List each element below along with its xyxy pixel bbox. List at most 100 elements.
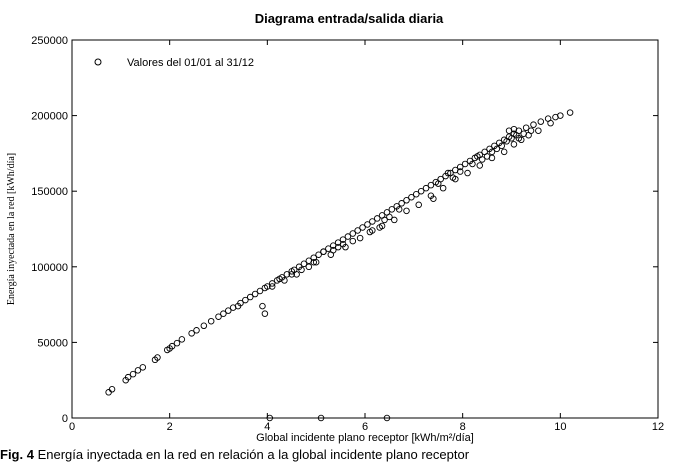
- data-point: [493, 145, 501, 153]
- data-point: [503, 138, 510, 145]
- x-tick-label: 4: [264, 421, 270, 433]
- y-tick-label: 50000: [37, 337, 68, 349]
- data-point: [566, 109, 574, 116]
- x-tick-label: 10: [554, 421, 566, 433]
- data-point: [476, 162, 484, 169]
- data-point: [500, 148, 508, 156]
- data-point: [315, 251, 322, 258]
- data-point: [283, 271, 291, 278]
- data-point: [124, 373, 132, 381]
- data-point: [510, 141, 518, 148]
- data-point: [427, 181, 435, 189]
- legend-label: Valores del 01/01 al 31/12: [127, 57, 254, 69]
- figure-caption: Fig. 4 Energía inyectada en la red en re…: [0, 447, 675, 462]
- data-point: [474, 153, 481, 160]
- scatter-chart: Diagrama entrada/salida diaria 0 2 4 6 8 10 12…: [6, 11, 664, 444]
- legend-marker: [94, 58, 102, 66]
- data-point: [515, 135, 523, 142]
- data-point: [359, 224, 366, 231]
- x-tick-label: 6: [362, 421, 368, 433]
- data-point: [508, 135, 515, 142]
- data-point: [439, 184, 447, 192]
- x-tick-label: 12: [652, 421, 664, 433]
- data-point: [220, 310, 227, 317]
- data-point: [498, 142, 505, 150]
- x-tick-label: 0: [69, 421, 75, 433]
- data-point: [415, 201, 422, 209]
- data-point: [403, 197, 410, 204]
- data-point: [268, 283, 276, 290]
- data-point: [383, 414, 391, 422]
- data-point: [312, 259, 320, 266]
- data-point: [298, 266, 305, 274]
- data-point: [193, 327, 200, 334]
- data-point: [339, 240, 347, 248]
- x-axis-label: Global incidente plano receptor [kWh/m²/…: [256, 432, 474, 444]
- data-point: [188, 330, 195, 337]
- data-points: [105, 109, 574, 422]
- data-point: [537, 118, 545, 125]
- chart-title: Diagrama entrada/salida diaria: [255, 11, 444, 26]
- data-point: [403, 207, 410, 215]
- data-point: [310, 259, 317, 266]
- data-point: [225, 307, 232, 314]
- data-point: [105, 389, 112, 396]
- data-point: [251, 290, 259, 298]
- data-point: [369, 227, 376, 234]
- data-point: [522, 124, 530, 131]
- x-axis: 0 2 4 6 8 10 12: [69, 40, 664, 433]
- data-point: [300, 260, 308, 268]
- data-point: [413, 190, 420, 198]
- data-point: [268, 280, 276, 287]
- data-point: [354, 227, 361, 234]
- data-point: [344, 233, 352, 240]
- y-axis: 0 50000 100000 150000 200000 250000: [31, 35, 658, 425]
- data-point: [207, 317, 215, 325]
- data-point: [547, 119, 554, 127]
- data-point: [364, 221, 371, 228]
- data-point: [264, 283, 271, 290]
- x-tick-label: 2: [167, 421, 173, 433]
- data-point: [256, 287, 264, 295]
- data-point: [234, 302, 242, 310]
- data-point: [320, 248, 327, 255]
- data-point: [168, 342, 176, 350]
- data-point: [339, 236, 347, 243]
- data-point: [510, 125, 518, 133]
- legend: Valores del 01/01 al 31/12: [94, 57, 254, 69]
- data-point: [483, 153, 491, 160]
- data-point: [395, 206, 403, 213]
- data-point: [330, 246, 337, 254]
- data-point: [305, 263, 313, 271]
- caption-text: Energía inyectada en la red en relación …: [33, 447, 470, 462]
- data-point: [408, 193, 415, 201]
- data-point: [386, 213, 393, 221]
- data-point: [461, 160, 469, 168]
- data-point: [535, 127, 542, 134]
- data-point: [388, 206, 396, 213]
- data-point: [139, 364, 147, 371]
- data-point: [435, 180, 442, 187]
- data-point: [464, 169, 471, 177]
- data-point: [488, 148, 496, 156]
- caption-label: Fig. 4: [0, 447, 34, 462]
- data-point: [261, 310, 269, 317]
- data-point: [373, 215, 381, 222]
- data-point: [527, 127, 535, 134]
- y-tick-label: 250000: [31, 35, 68, 47]
- y-tick-label: 200000: [31, 111, 68, 123]
- data-point: [288, 271, 296, 278]
- data-point: [108, 386, 116, 393]
- data-point: [456, 168, 464, 175]
- data-point: [154, 354, 161, 361]
- data-point: [200, 322, 208, 330]
- y-tick-label: 150000: [31, 186, 68, 198]
- data-point: [430, 195, 437, 203]
- data-point: [376, 224, 383, 231]
- data-point: [178, 336, 186, 343]
- data-point: [317, 414, 325, 422]
- data-point: [266, 414, 274, 422]
- data-point: [444, 169, 452, 177]
- data-point: [334, 243, 342, 251]
- data-point: [391, 216, 398, 224]
